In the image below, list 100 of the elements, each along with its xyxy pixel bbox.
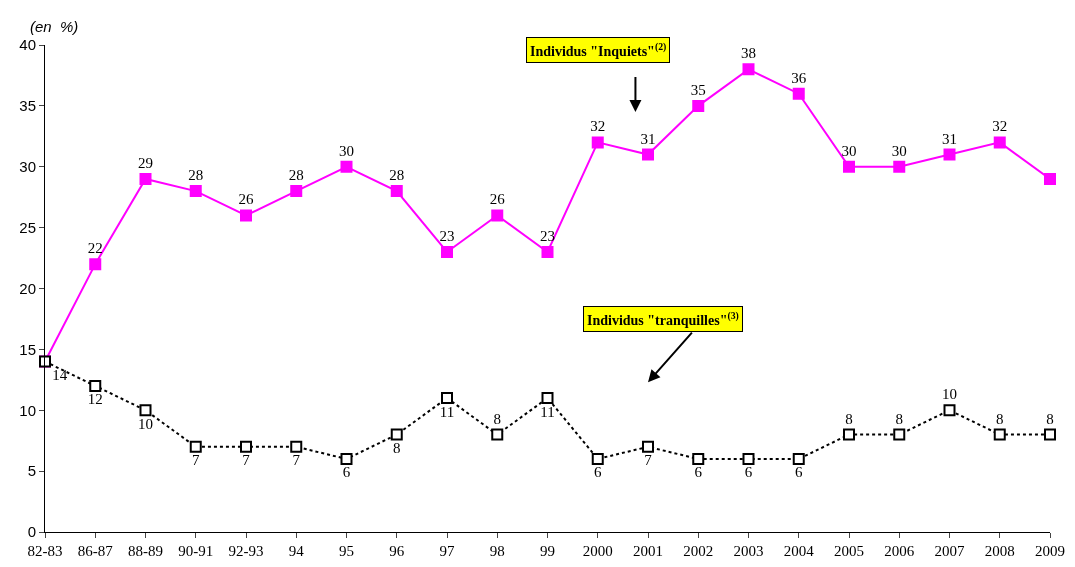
data-label: 23 [540,227,555,244]
point [993,136,1006,149]
x-tick-label: 97 [439,543,455,559]
point [189,440,202,453]
data-label: 14 [52,367,68,384]
point [943,148,956,161]
point [642,148,654,161]
data-label: 6 [795,464,803,481]
data-label: 10 [942,386,957,403]
point [441,245,453,258]
data-label: 8 [393,440,401,457]
point [692,452,705,465]
data-label: 6 [744,464,753,481]
y-tick-label: 10 [19,401,36,419]
data-label: 38 [741,45,756,62]
x-tick-label: 2008 [984,543,1015,559]
point [541,245,554,258]
x-tick-label: 99 [540,543,555,559]
y-tick-label: 15 [19,340,36,358]
data-label: 30 [841,142,857,159]
data-label: 10 [138,415,153,432]
point [189,185,202,198]
point [1044,428,1056,441]
point [642,440,654,453]
point [89,379,102,392]
y-tick-label: 40 [19,36,36,54]
point [139,404,152,417]
annotation: Individus "Inquiets"$^{(2)}$ [530,41,667,59]
data-label: 6 [342,464,351,481]
point [441,392,453,405]
x-tick-label: 2009 [1035,543,1065,559]
data-label: 28 [389,167,405,184]
data-label: 26 [238,191,254,208]
data-label: 30 [891,142,907,159]
data-label: 6 [594,464,602,481]
data-label: 8 [996,410,1004,427]
point [541,392,554,405]
point [591,452,604,465]
data-label: 6 [694,464,703,481]
data-label: 32 [992,118,1008,135]
data-label: 7 [242,452,251,469]
data-label: 8 [493,410,501,427]
y-tick-label: 20 [19,279,36,297]
data-label: 12 [87,391,103,408]
point [893,428,906,441]
y-tick-label: 25 [19,218,36,236]
x-tick-label: 2006 [884,543,915,559]
x-tick-label: 94 [288,543,305,559]
point [340,452,353,465]
x-tick-label: 2002 [683,543,714,559]
data-label: 11 [439,403,455,420]
point [390,428,403,441]
data-label: 22 [87,240,103,257]
data-label: 31 [640,130,656,147]
x-tick-label: 90-91 [178,543,214,559]
x-tick-label: 2007 [934,543,965,559]
x-tick-label: 2004 [783,543,815,559]
point [843,428,855,441]
x-tick-label: 2005 [834,543,864,559]
point [943,404,956,417]
point [742,63,755,76]
data-label: 8 [1046,410,1054,427]
x-tick-label: 86-87 [77,543,114,559]
point [290,440,303,453]
point [290,185,303,198]
x-tick-label: 95 [339,543,354,559]
x-tick-label: 92-93 [228,543,264,559]
x-tick-label: 88-89 [128,543,163,559]
point [390,185,403,198]
y-tick-label: 30 [19,158,36,175]
data-label: 7 [292,452,301,469]
x-tick-label: 2000 [582,543,613,559]
point [491,209,504,222]
y-tick-label: 5 [27,462,36,480]
data-label: 28 [188,167,204,184]
data-label: 11 [540,403,555,420]
point [742,452,755,465]
annotation: Individus "tranquilles"$^{(3)}$ [587,310,739,328]
point [240,440,252,453]
point [792,87,805,100]
point [1044,172,1056,185]
data-label: 35 [690,81,706,98]
point [893,160,906,173]
data-label: 30 [339,142,354,159]
point [591,136,604,149]
x-tick-label: 96 [389,543,405,559]
point [240,209,252,222]
y-tick-label: 35 [19,97,36,115]
data-label: 29 [138,154,153,171]
point [340,160,353,173]
x-tick-label: 82-83 [27,543,63,559]
point [89,258,102,271]
point [139,172,152,185]
y-tick-label: 0 [27,523,36,541]
point [692,99,705,112]
data-label: 32 [590,118,606,135]
data-label: 28 [288,167,304,184]
data-label: 7 [192,452,200,469]
x-tick-label: 2003 [733,543,764,559]
point [491,428,504,441]
